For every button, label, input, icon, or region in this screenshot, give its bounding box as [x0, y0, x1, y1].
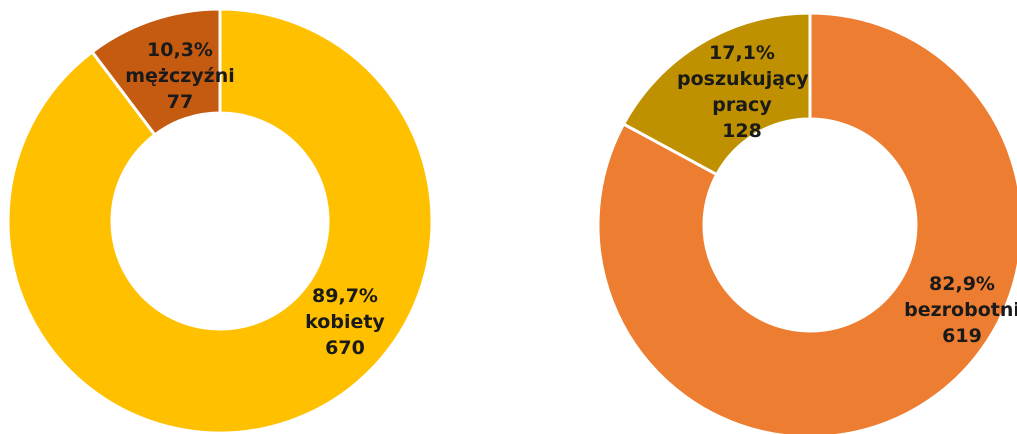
data-label: 82,9% bezrobotni 619 — [897, 271, 1017, 349]
donut-slice — [90, 7, 222, 137]
category-label: kobiety — [305, 311, 385, 333]
category-label: poszukujący pracy — [677, 68, 809, 116]
donut-slice — [621, 11, 812, 177]
count-label: 77 — [166, 91, 194, 113]
donut-slice — [6, 7, 434, 434]
percent-label: 17,1% — [709, 42, 775, 64]
data-label: 10,3% mężczyźni 77 — [115, 37, 245, 115]
count-label: 670 — [325, 337, 365, 359]
percent-label: 82,9% — [929, 273, 995, 295]
data-label: 89,7% kobiety 670 — [280, 283, 410, 361]
category-label: bezrobotni — [904, 299, 1017, 321]
count-label: 128 — [722, 120, 762, 142]
data-label: 17,1% poszukujący pracy 128 — [677, 40, 809, 144]
category-label: mężczyźni — [125, 65, 235, 87]
count-label: 619 — [942, 325, 982, 347]
donut-slice — [596, 11, 1017, 434]
percent-label: 89,7% — [312, 285, 378, 307]
percent-label: 10,3% — [147, 39, 213, 61]
